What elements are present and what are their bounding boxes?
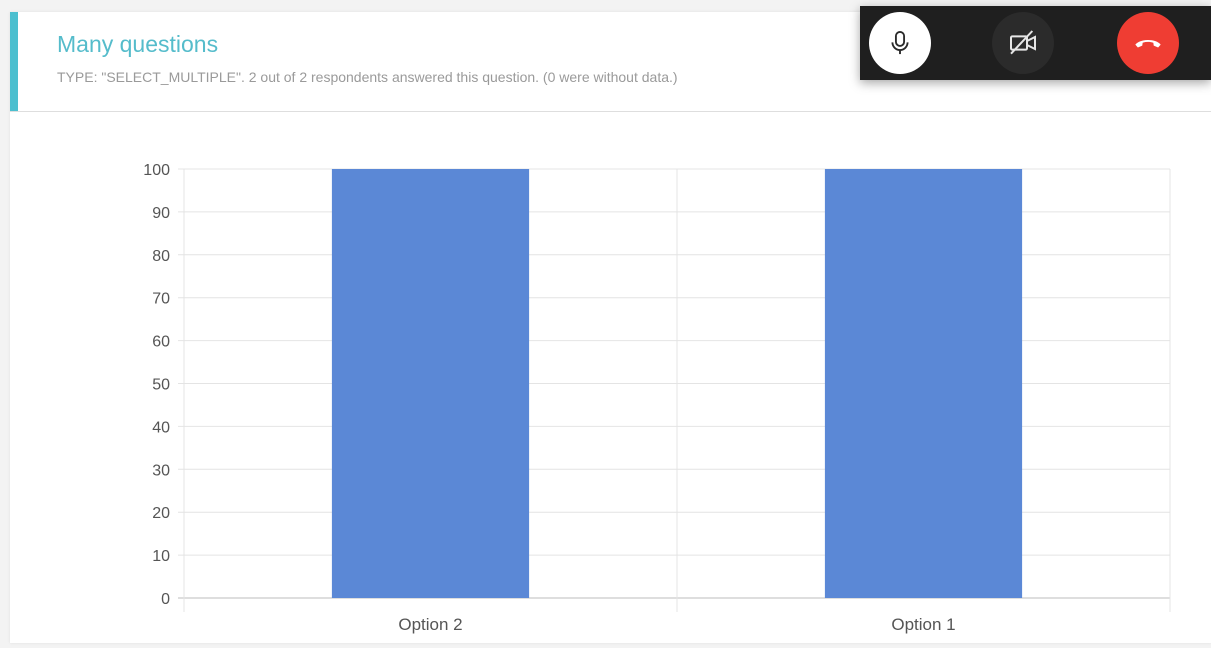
question-card: Many questions TYPE: "SELECT_MULTIPLE". … [10,12,1211,643]
y-tick-label: 0 [161,591,170,608]
y-tick-label: 30 [152,462,170,479]
y-tick-label: 100 [143,162,170,179]
chart-area: 0 10 20 30 40 50 60 70 80 90 100 Option 2 Option 1 [10,112,1211,643]
accent-bar [10,12,18,111]
bar [331,169,530,598]
y-tick-label: 40 [152,419,170,436]
question-meta: TYPE: "SELECT_MULTIPLE". 2 out of 2 resp… [57,69,678,85]
y-tick-label: 50 [152,377,170,394]
y-tick-label: 80 [152,248,170,265]
microphone-icon [891,30,909,55]
y-tick-label: 70 [152,291,170,308]
phone-hangup-icon [1135,40,1161,48]
y-tick-label: 20 [152,505,170,522]
y-tick-label: 10 [152,548,170,565]
bar [824,169,1023,598]
y-tick-label: 60 [152,334,170,351]
bar-chart: 0 10 20 30 40 50 60 70 80 90 100 Option 2 Option 1 [143,162,1171,634]
toggle-camera-button[interactable] [992,12,1054,74]
question-header: Many questions TYPE: "SELECT_MULTIPLE". … [10,12,1211,112]
camera-off-icon [1010,30,1036,55]
mute-microphone-button[interactable] [869,12,931,74]
y-tick-label: 90 [152,205,170,222]
hang-up-button[interactable] [1117,12,1179,74]
x-tick-label: Option 1 [891,615,955,634]
call-control-bar [860,6,1211,80]
question-title: Many questions [57,31,219,57]
x-tick-label: Option 2 [398,615,462,634]
